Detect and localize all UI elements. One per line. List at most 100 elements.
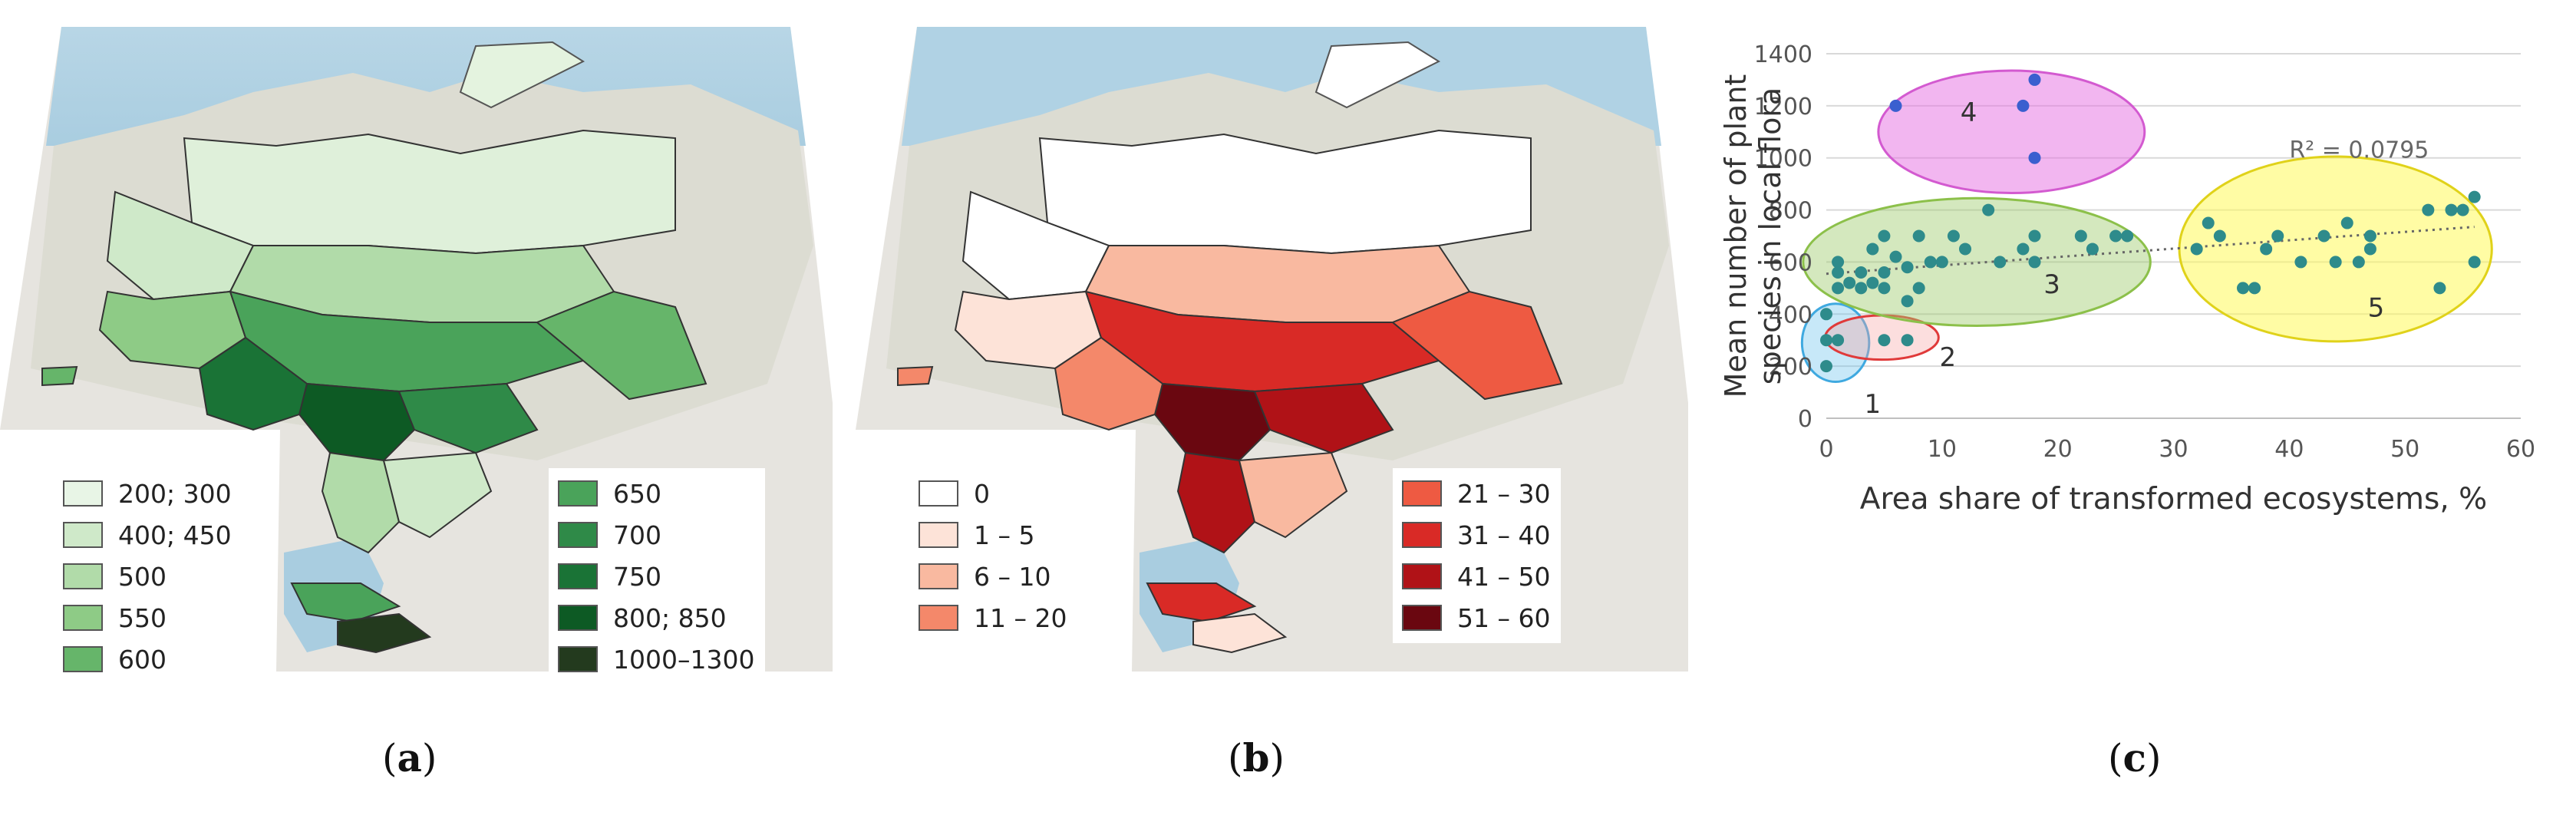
scatter-point bbox=[2422, 203, 2435, 216]
y-tick-label: 800 bbox=[1769, 198, 1812, 225]
legend-label: 550 bbox=[118, 602, 167, 633]
map-a-island bbox=[459, 41, 585, 109]
legend-swatch bbox=[558, 480, 598, 507]
panel-label-b: (b) bbox=[1228, 735, 1285, 780]
legend-label: 1 – 5 bbox=[974, 520, 1035, 550]
scatter-point bbox=[2202, 216, 2215, 229]
legend-entry: 600 bbox=[63, 639, 232, 680]
region-east bbox=[1391, 290, 1563, 401]
y-tick-label: 1400 bbox=[1754, 41, 1812, 68]
panel-a: 200; 300 400; 450 500 550 600 650 700 750 800; … bbox=[0, 0, 833, 825]
scatter-point bbox=[1935, 256, 1948, 269]
scatter-point bbox=[2363, 243, 2376, 256]
legend-entry: 700 bbox=[558, 514, 754, 556]
scatter-point bbox=[1832, 266, 1845, 279]
scatter-point bbox=[2468, 256, 2481, 269]
scatter-point bbox=[2086, 243, 2099, 256]
legend-label: 0 bbox=[974, 478, 990, 509]
scatter-point bbox=[2028, 73, 2041, 86]
scatter-point bbox=[1820, 360, 1832, 373]
scatter-point bbox=[2017, 243, 2030, 256]
scatter-point bbox=[1878, 266, 1891, 279]
legend-entry: 500 bbox=[63, 556, 232, 597]
map-b-regions bbox=[897, 129, 1563, 654]
y-tick-label: 0 bbox=[1798, 406, 1812, 433]
chart-axes: 0 200 400 600 800 1000 1200 1400 0 10 20 30 40 50 60 bbox=[1754, 41, 2535, 463]
legend-label: 800; 850 bbox=[613, 602, 727, 633]
y-axis-label-line2: species in local flora bbox=[1753, 87, 1787, 384]
trend-line bbox=[1826, 226, 2475, 276]
legend-swatch bbox=[63, 646, 103, 672]
legend-swatch bbox=[1402, 605, 1442, 631]
cluster-label: 4 bbox=[1961, 97, 1977, 128]
scatter-point bbox=[2237, 282, 2249, 295]
scatter-point bbox=[2109, 229, 2122, 243]
legend-entry: 650 bbox=[558, 473, 754, 514]
region-southwest bbox=[198, 336, 308, 431]
scatter-point bbox=[1878, 229, 1891, 243]
scatter-point bbox=[2294, 256, 2307, 269]
x-tick-label: 60 bbox=[2506, 436, 2535, 463]
legend-label: 650 bbox=[613, 478, 661, 509]
legend-swatch bbox=[919, 605, 958, 631]
region-volga bbox=[397, 382, 539, 454]
x-tick-label: 40 bbox=[2274, 436, 2304, 463]
y-tick-label: 200 bbox=[1769, 354, 1812, 381]
legend-label: 200; 300 bbox=[118, 478, 232, 509]
region-caspian bbox=[382, 451, 493, 539]
legend-swatch bbox=[1402, 563, 1442, 589]
legend-label: 6 – 10 bbox=[974, 561, 1051, 592]
legend-entry: 21 – 30 bbox=[1402, 473, 1550, 514]
scatter-point bbox=[1994, 256, 2007, 269]
region-volga bbox=[1253, 382, 1394, 454]
scatter-point bbox=[2213, 229, 2226, 243]
legend-swatch bbox=[919, 522, 958, 548]
scatter-chart: 1 2 3 4 5 0 200 400 600 800 1000 1200 1400 0 10 20 30 40… bbox=[1719, 41, 2535, 516]
scatter-point bbox=[2017, 99, 2030, 112]
legend-entry: 750 bbox=[558, 556, 754, 597]
scatter-point bbox=[1901, 261, 1914, 274]
legend-a-right: 650 700 750 800; 850 1000–1300 bbox=[549, 468, 766, 685]
x-tick-label: 30 bbox=[2159, 436, 2188, 463]
scatter-point bbox=[1924, 256, 1937, 269]
legend-entry: 0 bbox=[919, 473, 1067, 514]
y-tick-label: 400 bbox=[1769, 302, 1812, 328]
scatter-point bbox=[1959, 243, 1971, 256]
scatter-point bbox=[2248, 282, 2261, 295]
scatter-point bbox=[1866, 243, 1879, 256]
panel-label-a: (a) bbox=[382, 735, 437, 780]
legend-entry: 200; 300 bbox=[63, 473, 232, 514]
panel-label-c: (c) bbox=[2108, 735, 2162, 780]
region-north bbox=[183, 129, 676, 255]
legend-label: 400; 450 bbox=[118, 520, 232, 550]
chart-trend bbox=[1826, 226, 2475, 276]
scatter-point bbox=[1843, 276, 1856, 289]
region-caucasus-high bbox=[337, 612, 432, 654]
x-tick-label: 0 bbox=[1819, 436, 1833, 463]
cluster-ellipse bbox=[1802, 196, 2152, 328]
scatter-point bbox=[2028, 229, 2041, 243]
legend-entry: 51 – 60 bbox=[1402, 597, 1550, 639]
scatter-point bbox=[1832, 282, 1845, 295]
legend-entry: 1000–1300 bbox=[558, 639, 754, 680]
region-north bbox=[1038, 129, 1532, 255]
scatter-point bbox=[2363, 229, 2376, 243]
scatter-point bbox=[2340, 216, 2353, 229]
scatter-point bbox=[2456, 203, 2469, 216]
legend-swatch bbox=[1402, 522, 1442, 548]
scatter-point bbox=[1912, 282, 1925, 295]
region-caspian bbox=[1238, 451, 1348, 539]
legend-label: 700 bbox=[613, 520, 661, 550]
y-tick-label: 1000 bbox=[1754, 146, 1812, 173]
legend-entry: 6 – 10 bbox=[919, 556, 1067, 597]
legend-b-left: 0 1 – 5 6 – 10 11 – 20 bbox=[909, 468, 1078, 643]
y-tick-label: 600 bbox=[1769, 249, 1812, 276]
chart-clusters bbox=[1800, 69, 2493, 384]
legend-label: 500 bbox=[118, 561, 167, 592]
scatter-point bbox=[1866, 276, 1879, 289]
legend-swatch bbox=[919, 480, 958, 507]
legend-label: 600 bbox=[118, 644, 167, 675]
scatter-point bbox=[1855, 266, 1868, 279]
legend-entry: 41 – 50 bbox=[1402, 556, 1550, 597]
legend-swatch bbox=[558, 522, 598, 548]
